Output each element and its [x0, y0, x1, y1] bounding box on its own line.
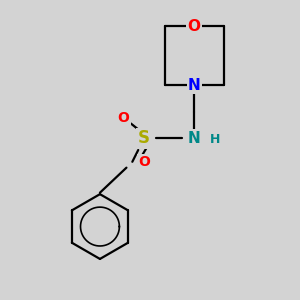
Text: O: O — [118, 111, 129, 124]
Text: S: S — [138, 129, 150, 147]
Text: H: H — [210, 133, 220, 146]
Text: O: O — [138, 155, 150, 169]
Text: N: N — [188, 78, 200, 93]
Text: O: O — [188, 19, 201, 34]
Text: N: N — [188, 131, 200, 146]
